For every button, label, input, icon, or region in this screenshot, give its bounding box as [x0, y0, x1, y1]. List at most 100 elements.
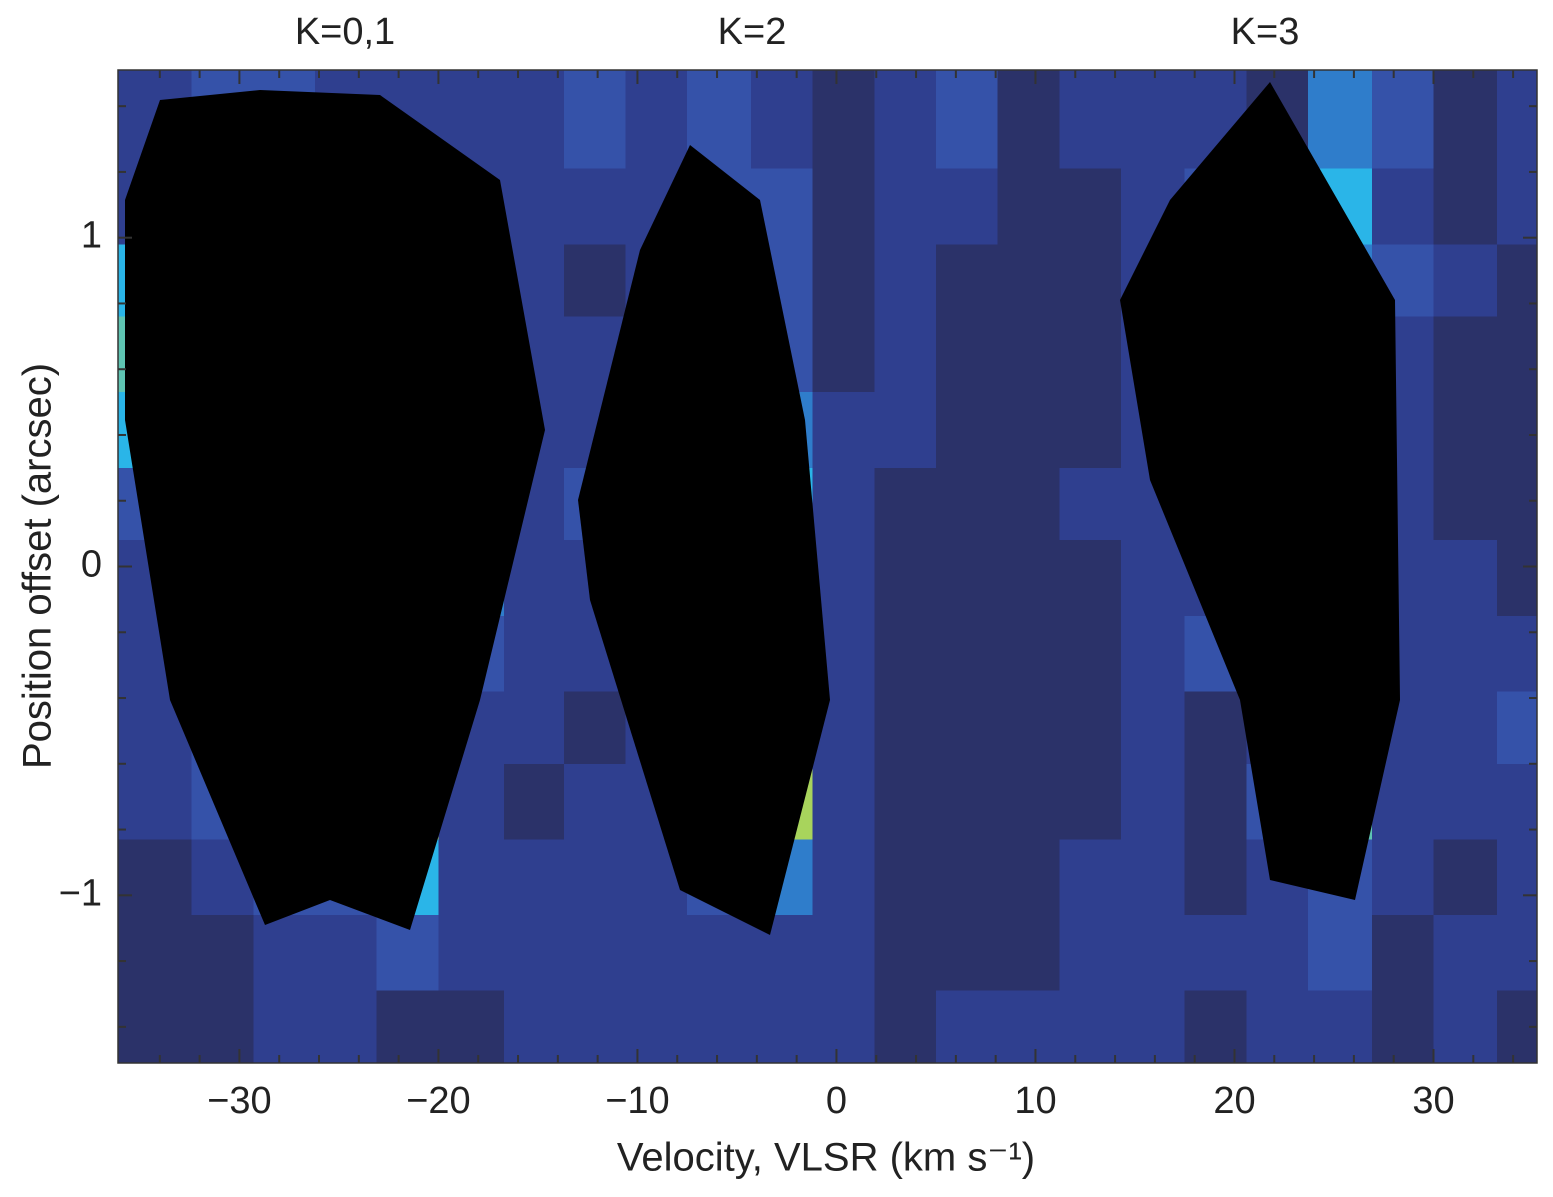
heatmap-cell — [1497, 763, 1538, 841]
heatmap-cell — [997, 839, 1060, 916]
heatmap-cell — [997, 540, 1060, 617]
heatmap-cell — [1184, 763, 1248, 841]
heatmap-cell — [1433, 839, 1498, 916]
heatmap-cell — [1497, 467, 1538, 541]
heatmap-cell — [1059, 691, 1122, 765]
heatmap-cell — [997, 392, 1060, 469]
heatmap-cell — [935, 244, 999, 318]
heatmap-cell — [1059, 615, 1122, 693]
heatmap-cell — [563, 244, 627, 318]
heatmap-cell — [504, 990, 565, 1064]
heatmap-cell — [997, 168, 1060, 245]
heatmap-cell — [874, 467, 937, 541]
heatmap-cell — [563, 70, 627, 170]
panel-label: K=3 — [1231, 11, 1300, 53]
heatmap-cell — [1121, 839, 1186, 916]
heatmap-cell — [812, 316, 875, 393]
heatmap-cell — [1184, 691, 1248, 765]
heatmap-cell — [997, 615, 1060, 693]
y-tick-label: 0 — [81, 544, 102, 586]
heatmap-cell — [1497, 168, 1538, 245]
heatmap-cell — [997, 244, 1060, 318]
heatmap-cell — [563, 691, 627, 765]
heatmap-cell — [1059, 839, 1122, 916]
heatmap-cell — [625, 70, 688, 170]
heatmap-cell — [874, 392, 937, 469]
heatmap-cell — [253, 915, 316, 992]
heatmap-cell — [1059, 540, 1122, 617]
heatmap-cell — [1433, 316, 1498, 393]
heatmap-cell — [874, 244, 937, 318]
heatmap-cell — [812, 763, 875, 841]
heatmap-cell — [1497, 540, 1538, 617]
heatmap-cell — [935, 392, 999, 469]
heatmap-cell — [935, 839, 999, 916]
heatmap-cell — [438, 990, 505, 1064]
heatmap-cell — [997, 915, 1060, 992]
heatmap-cell — [118, 839, 193, 916]
heatmap-cell — [812, 540, 875, 617]
x-tick-label: −20 — [406, 1080, 470, 1122]
heatmap-cell — [504, 915, 565, 992]
heatmap-cell — [1121, 615, 1186, 693]
heatmap-cell — [687, 990, 752, 1064]
heatmap-cell — [1497, 691, 1538, 765]
heatmap-cell — [1121, 915, 1186, 992]
heatmap-cell — [191, 915, 254, 992]
y-axis-label: Position offset (arcsec) — [16, 363, 60, 769]
heatmap-cell — [874, 316, 937, 393]
heatmap-cell — [935, 467, 999, 541]
heatmap-cell — [1433, 168, 1498, 245]
heatmap-cell — [253, 990, 316, 1064]
heatmap-cell — [1308, 70, 1373, 170]
heatmap-cell — [504, 839, 565, 916]
heatmap-cell — [1121, 763, 1186, 841]
heatmap-cell — [812, 915, 875, 992]
heatmap-cell — [118, 763, 193, 841]
y-tick-label: 1 — [81, 215, 102, 257]
x-axis-label: Velocity, VLSR (km s⁻¹) — [617, 1136, 1035, 1180]
heatmap-cell — [1433, 763, 1498, 841]
heatmap-cell — [1308, 915, 1373, 992]
heatmap-cell — [1371, 70, 1435, 170]
heatmap-cell — [504, 691, 565, 765]
heatmap-cell — [1184, 839, 1248, 916]
heatmap-cell — [997, 691, 1060, 765]
heatmap-cell — [874, 168, 937, 245]
heatmap-cell — [1059, 392, 1122, 469]
heatmap-cell — [1121, 691, 1186, 765]
heatmap-cell — [750, 990, 814, 1064]
x-tick-label: 30 — [1412, 1080, 1454, 1122]
heatmap-cell — [376, 990, 440, 1064]
heatmap-cell — [997, 990, 1060, 1064]
heatmap-cell — [315, 990, 378, 1064]
heatmap-cell — [1433, 467, 1498, 541]
heatmap-cell — [997, 316, 1060, 393]
heatmap-cell — [874, 839, 937, 916]
heatmap-cell — [118, 915, 193, 992]
heatmap-cell — [1246, 990, 1309, 1064]
heatmap-cell — [1184, 990, 1248, 1064]
heatmap-cell — [1497, 615, 1538, 693]
heatmap-cell — [191, 990, 254, 1064]
heatmap-cell — [1433, 615, 1498, 693]
x-tick-label: 20 — [1213, 1080, 1255, 1122]
heatmap-cell — [563, 763, 627, 841]
heatmap-cell — [687, 915, 752, 992]
heatmap-cell — [1433, 244, 1498, 318]
heatmap-cell — [1433, 990, 1498, 1064]
heatmap-cell — [874, 915, 937, 992]
panel-label: K=2 — [718, 11, 787, 53]
heatmap-cell — [1371, 839, 1435, 916]
heatmap-cell — [1059, 168, 1122, 245]
heatmap-cell — [1059, 467, 1122, 541]
x-tick-label: −30 — [207, 1080, 271, 1122]
x-tick-label: −10 — [605, 1080, 669, 1122]
heatmap-cell — [1059, 990, 1122, 1064]
heatmap-cell — [1497, 392, 1538, 469]
heatmap-cell — [997, 70, 1060, 170]
heatmap-cell — [812, 839, 875, 916]
heatmap-cell — [812, 467, 875, 541]
heatmap-cell — [935, 168, 999, 245]
heatmap-cell — [563, 990, 627, 1064]
